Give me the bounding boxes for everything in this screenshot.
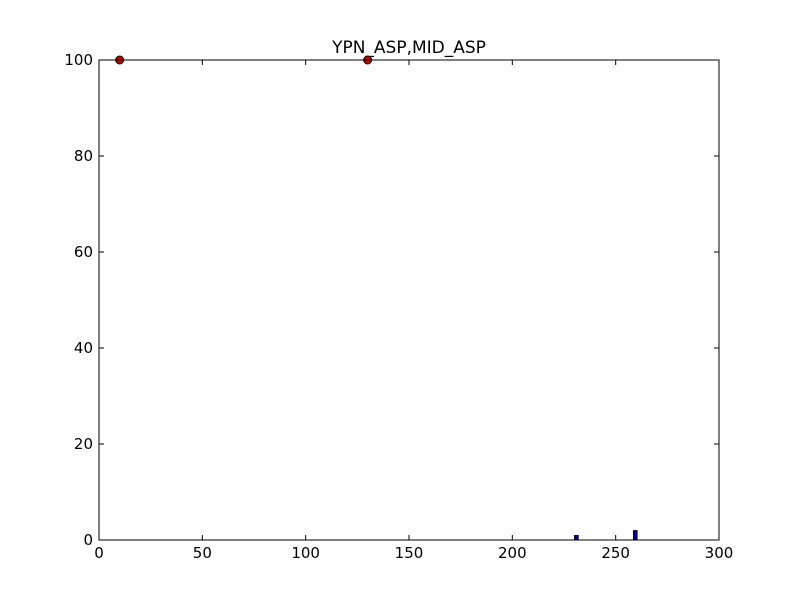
y-tick-label: 100 — [64, 51, 93, 69]
y-tick-label: 60 — [74, 243, 93, 261]
y-tick-label: 20 — [74, 435, 93, 453]
x-tick-label: 150 — [395, 544, 424, 562]
bar — [574, 534, 579, 541]
x-tick-label: 0 — [94, 544, 104, 562]
x-tick-label: 200 — [498, 544, 527, 562]
x-tick-label: 50 — [193, 544, 212, 562]
y-tick-label: 80 — [74, 147, 93, 165]
plot-background — [99, 60, 719, 540]
y-tick-label: 0 — [83, 531, 93, 549]
plot-frame — [98, 59, 720, 541]
x-tick-label: 300 — [705, 544, 734, 562]
x-tick-label: 100 — [291, 544, 320, 562]
x-tick-label: 250 — [601, 544, 630, 562]
y-tick-label: 40 — [74, 339, 93, 357]
chart-title: YPN_ASP,MID_ASP — [331, 38, 486, 58]
bar — [632, 530, 638, 541]
ticks-layer: 0 50 100 150 200 250 300 0 20 40 60 80 100 — [64, 51, 733, 562]
